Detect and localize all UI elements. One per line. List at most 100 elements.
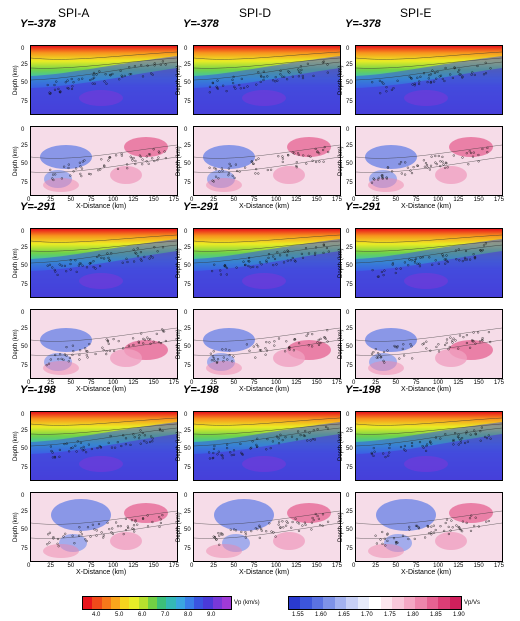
x-tick-label: 100 xyxy=(433,380,444,386)
y-tick-label: 25 xyxy=(346,245,353,252)
vpvs-panel-spi-a-1 xyxy=(30,309,178,379)
vp-colorbar-tick: 6.0 xyxy=(138,612,147,618)
section-label-spi-a-0: Y=-378 xyxy=(20,18,56,30)
x-tick-label: 125 xyxy=(128,380,139,386)
vp-colorbar-swatch xyxy=(129,597,139,609)
vp-colorbar-swatch xyxy=(221,597,231,609)
depth-axis-title: Depth (km) xyxy=(338,512,344,542)
y-tick-label: 25 xyxy=(184,245,191,252)
vp-colorbar-swatch xyxy=(138,597,148,609)
x-tick-label: 150 xyxy=(311,380,322,386)
y-tick-label: 0 xyxy=(346,492,350,499)
x-tick-label: 50 xyxy=(230,563,238,569)
x-tick-label: 75 xyxy=(250,563,258,569)
y-tick-label: 75 xyxy=(184,179,191,186)
vp-colorbar xyxy=(82,596,232,610)
y-tick-label: 75 xyxy=(184,545,191,552)
vpvs-colorbar-swatch xyxy=(311,597,324,609)
x-tick-label: 75 xyxy=(250,197,258,203)
vp-panel-spi-e-1 xyxy=(355,228,503,298)
y-tick-label: 0 xyxy=(184,126,188,133)
y-tick-label: 50 xyxy=(346,526,353,533)
y-tick-label: 0 xyxy=(21,228,25,235)
x-tick-label: 0 xyxy=(27,563,31,569)
y-tick-label: 50 xyxy=(184,445,191,452)
depth-axis-title: Depth (km) xyxy=(338,431,344,461)
depth-axis-title: Depth (km) xyxy=(176,431,182,461)
x-tick-label: 25 xyxy=(210,380,217,386)
x-distance-axis-title: X-Distance (km) xyxy=(76,386,127,393)
x-tick-label: 100 xyxy=(108,563,119,569)
vpvs-colorbar xyxy=(288,596,462,610)
x-tick-label: 175 xyxy=(331,380,342,386)
vpvs-colorbar-swatch xyxy=(346,597,358,609)
x-tick-label: 25 xyxy=(47,197,54,203)
y-tick-label: 75 xyxy=(346,362,353,369)
x-tick-label: 50 xyxy=(392,563,400,569)
vp-panel-spi-d-2 xyxy=(193,411,341,481)
vp-colorbar-swatch xyxy=(147,597,157,609)
y-tick-label: 50 xyxy=(21,79,28,86)
depth-axis-title: Depth (km) xyxy=(338,329,344,359)
y-tick-label: 75 xyxy=(346,464,353,471)
x-tick-label: 150 xyxy=(473,197,484,203)
x-tick-label: 100 xyxy=(108,380,119,386)
y-tick-label: 0 xyxy=(21,126,25,133)
x-tick-label: 100 xyxy=(108,197,119,203)
y-tick-label: 50 xyxy=(21,160,28,167)
x-tick-label: 25 xyxy=(372,197,379,203)
y-tick-label: 0 xyxy=(184,228,188,235)
y-tick-label: 75 xyxy=(21,362,28,369)
y-tick-label: 75 xyxy=(346,545,353,552)
vpvs-panel-spi-d-1 xyxy=(193,309,341,379)
y-tick-label: 75 xyxy=(184,362,191,369)
y-tick-label: 75 xyxy=(184,464,191,471)
vp-colorbar-tick: 8.0 xyxy=(184,612,193,618)
y-tick-label: 25 xyxy=(184,428,191,435)
x-tick-label: 125 xyxy=(291,197,302,203)
depth-axis-title: Depth (km) xyxy=(13,65,19,95)
vpvs-panel-spi-e-0 xyxy=(355,126,503,196)
depth-axis-title: Depth (km) xyxy=(338,146,344,176)
vpvs-colorbar-tick: 1.65 xyxy=(338,612,350,618)
y-tick-label: 25 xyxy=(21,62,28,69)
y-tick-label: 0 xyxy=(346,45,350,52)
x-tick-label: 100 xyxy=(271,563,282,569)
x-tick-label: 175 xyxy=(168,380,179,386)
vpvs-colorbar-tick: 1.70 xyxy=(361,612,373,618)
vpvs-panel-spi-d-2 xyxy=(193,492,341,562)
x-tick-label: 175 xyxy=(493,563,504,569)
y-tick-label: 25 xyxy=(346,143,353,150)
vpvs-panel-spi-e-1 xyxy=(355,309,503,379)
vp-panel-spi-a-1 xyxy=(30,228,178,298)
y-tick-label: 50 xyxy=(184,343,191,350)
depth-axis-title: Depth (km) xyxy=(13,431,19,461)
y-tick-label: 25 xyxy=(21,245,28,252)
depth-axis-title: Depth (km) xyxy=(338,248,344,278)
y-tick-label: 0 xyxy=(21,411,25,418)
depth-axis-title: Depth (km) xyxy=(13,248,19,278)
y-tick-label: 0 xyxy=(184,411,188,418)
vpvs-colorbar-swatch xyxy=(380,597,393,609)
y-tick-label: 75 xyxy=(346,281,353,288)
vp-colorbar-swatch xyxy=(157,597,167,609)
depth-axis-title: Depth (km) xyxy=(176,65,182,95)
x-tick-label: 150 xyxy=(311,197,322,203)
x-tick-label: 75 xyxy=(87,380,95,386)
vp-panel-spi-d-0 xyxy=(193,45,341,115)
x-tick-label: 150 xyxy=(311,563,322,569)
vpvs-panel-spi-a-0 xyxy=(30,126,178,196)
x-tick-label: 175 xyxy=(168,563,179,569)
y-tick-label: 50 xyxy=(21,343,28,350)
vp-colorbar-swatch xyxy=(166,597,176,609)
x-tick-label: 50 xyxy=(67,197,75,203)
x-tick-label: 0 xyxy=(352,197,356,203)
section-label-spi-e-2: Y=-198 xyxy=(345,384,381,396)
y-tick-label: 25 xyxy=(346,428,353,435)
x-tick-label: 50 xyxy=(392,197,400,203)
section-label-spi-d-1: Y=-291 xyxy=(183,201,219,213)
section-label-spi-e-0: Y=-378 xyxy=(345,18,381,30)
vpvs-colorbar-swatch xyxy=(300,597,312,609)
x-distance-axis-title: X-Distance (km) xyxy=(401,569,452,576)
y-tick-label: 75 xyxy=(184,281,191,288)
